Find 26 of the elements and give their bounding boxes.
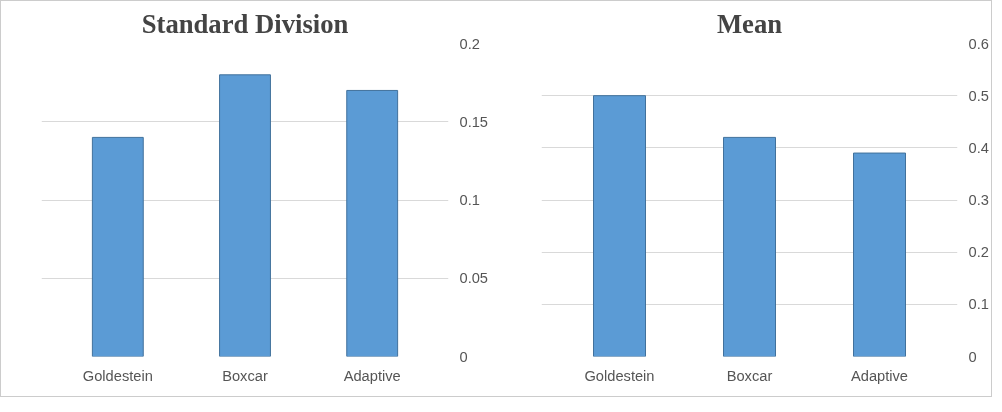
y-tick-label: 0.2 bbox=[968, 244, 989, 261]
y-tick-label: 0.1 bbox=[968, 296, 989, 313]
chart-title: Mean bbox=[716, 8, 783, 39]
x-tick-label: Boxcar bbox=[222, 367, 268, 384]
y-tick-label: 0.5 bbox=[968, 87, 989, 104]
y-tick-label: 0.6 bbox=[968, 35, 989, 52]
x-tick-label: Goldestein bbox=[584, 367, 655, 384]
y-tick-label: 0.05 bbox=[459, 270, 489, 287]
bar bbox=[723, 136, 776, 357]
chart-title: Standard Division bbox=[141, 8, 349, 39]
y-tick-label: 0.4 bbox=[968, 139, 989, 156]
x-tick-label: Goldestein bbox=[82, 367, 153, 384]
x-tick-label: Boxcar bbox=[726, 367, 773, 384]
y-tick-label: 0 bbox=[968, 348, 977, 365]
bar bbox=[346, 89, 399, 357]
bar bbox=[91, 136, 144, 357]
bar bbox=[593, 95, 646, 357]
x-tick-label: Adaptive bbox=[343, 367, 401, 384]
y-tick-label: 0 bbox=[459, 348, 468, 365]
x-tick-label: Adaptive bbox=[850, 367, 909, 384]
y-tick-label: 0.2 bbox=[459, 35, 480, 52]
bar bbox=[853, 152, 906, 357]
y-tick-label: 0.3 bbox=[968, 192, 989, 208]
y-tick-label: 0.15 bbox=[459, 113, 489, 130]
y-tick-label: 0.1 bbox=[459, 192, 480, 208]
bar bbox=[219, 74, 271, 357]
